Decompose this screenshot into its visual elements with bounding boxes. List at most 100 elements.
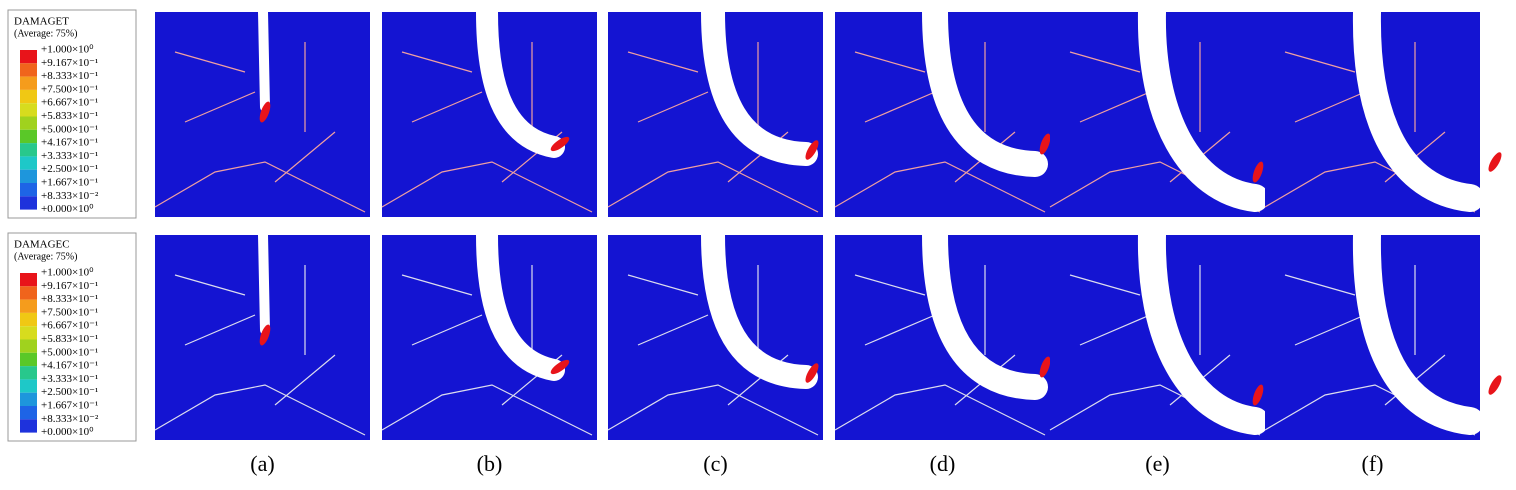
crack [607,384,819,436]
legend-title: DAMAGEC [14,239,70,251]
legend-label: +8.333×10⁻¹ [41,293,98,305]
crack [1079,314,1151,346]
legend-swatch [20,352,37,367]
panel [1264,221,1502,440]
legend-label: +7.500×10⁻¹ [41,306,98,318]
crack [154,384,366,436]
legend-swatch [20,392,37,406]
crack [854,274,926,296]
legend-swatch [20,406,37,420]
panel [381,1,597,217]
legend-swatch [20,169,37,183]
panel [154,7,370,217]
legend-subtitle: (Average: 75%) [14,251,77,262]
legend-swatch [20,273,37,287]
legend-swatch [20,312,37,327]
panel-label: (b) [477,451,503,476]
crack [274,354,336,406]
ship [1252,384,1264,406]
legend-swatch [20,103,37,117]
panel [1049,0,1269,217]
legend-title: DAMAGET [14,16,69,28]
legend-label: +1.667×10⁻¹ [41,177,98,189]
legend-label: +9.167×10⁻¹ [41,280,98,292]
panel-label: (f) [1362,451,1384,476]
crack [627,274,699,296]
crack [401,274,473,296]
legend-swatch [20,63,37,77]
legend-swatch [20,89,37,104]
legend-swatch [20,76,37,90]
legend-label: +8.333×10⁻² [41,190,99,202]
crack [154,161,366,213]
crack [607,161,819,213]
legend-swatch [20,143,37,157]
crack-channel [476,1,565,158]
ship [259,101,271,123]
legend-swatch [20,299,37,313]
legend-label: +9.167×10⁻¹ [41,57,98,69]
crack [1284,51,1356,73]
ship [1039,356,1051,378]
panel-label: (a) [250,451,274,476]
ship [1039,133,1051,155]
crack [411,314,483,346]
panel-label: (c) [703,451,727,476]
crack-channel [1352,221,1484,435]
legend-label: +5.833×10⁻¹ [41,110,98,122]
legend-label: +0.000×10⁰ [41,203,94,215]
panel [834,222,1051,440]
crack-channel [1137,221,1269,435]
crack [174,274,246,296]
legend-label: +1.000×10⁰ [41,267,94,279]
crack [381,161,593,213]
crack-channel [258,230,270,335]
panel-label: (e) [1145,451,1169,476]
legend-label: +2.500×10⁻¹ [41,386,98,398]
crack [854,51,926,73]
panel [1264,0,1502,217]
legend-label: +5.000×10⁻¹ [41,346,98,358]
panel-label: (d) [930,451,956,476]
panel [1049,221,1269,440]
legend-swatch [20,116,37,130]
crack [1079,91,1151,123]
crack [627,51,699,73]
crack-channel [922,0,1048,177]
crack-channel [258,7,270,112]
crack [1069,51,1141,73]
ship [1488,375,1502,395]
legend-swatch [20,379,37,393]
crack [184,91,256,123]
crack [274,131,336,183]
ship [805,363,819,383]
ship [550,136,570,152]
panel [607,223,823,440]
legend-label: +4.167×10⁻¹ [41,360,98,372]
crack [411,91,483,123]
panel [381,224,597,440]
crack [637,314,709,346]
crack [174,51,246,73]
legend-label: +1.667×10⁻¹ [41,400,98,412]
ship [550,359,570,375]
legend-swatch [20,50,37,64]
legend-label: +0.000×10⁰ [41,426,94,438]
legend-label: +4.167×10⁻¹ [41,137,98,149]
legend-swatch [20,129,37,144]
legend-swatch [20,183,37,197]
legend-label: +8.333×10⁻¹ [41,70,98,82]
crack [1069,274,1141,296]
legend-swatch [20,196,37,210]
legend-swatch [20,286,37,300]
crack [1294,91,1366,123]
crack [1294,314,1366,346]
crack [381,384,593,436]
crack-channel [701,0,818,166]
legend-label: +3.333×10⁻¹ [41,150,98,162]
ship [1252,161,1264,183]
legend-swatch [20,419,37,433]
legend-subtitle: (Average: 75%) [14,28,77,39]
legend-swatch [20,339,37,353]
